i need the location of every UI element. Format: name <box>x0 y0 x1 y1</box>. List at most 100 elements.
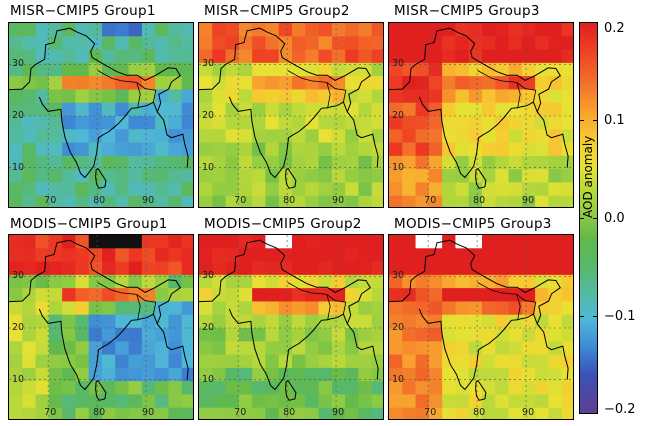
grid-cell <box>389 261 403 276</box>
panel-title: MODIS−CMIP5 Group3 <box>394 216 552 232</box>
longitude-tick-label: 80 <box>93 407 106 418</box>
grid-cell <box>415 182 430 197</box>
latitude-tick-label: 30 <box>202 58 215 70</box>
grid-cell <box>318 328 333 342</box>
grid-cell <box>345 76 359 90</box>
grid-cell <box>292 169 306 183</box>
grid-cell <box>455 102 470 117</box>
grid-cell <box>22 328 36 342</box>
latitude-tick-label: 10 <box>392 373 405 385</box>
grid-cell <box>428 23 443 37</box>
grid-cell <box>521 155 536 170</box>
grid-cell <box>141 23 156 37</box>
grid-cell <box>331 235 346 249</box>
grid-cell <box>455 129 470 143</box>
grid-cell <box>455 49 470 64</box>
grid-cell <box>495 314 509 329</box>
grid-cell <box>115 341 129 355</box>
grid-cell <box>292 235 306 249</box>
grid-cell <box>128 328 143 342</box>
grid-cell <box>358 195 373 207</box>
grid-cell <box>62 76 76 90</box>
grid-cell <box>292 354 306 369</box>
grid-cell <box>482 195 496 207</box>
grid-cell <box>168 367 183 382</box>
grid-cell <box>389 328 403 342</box>
grid-cell <box>212 341 226 355</box>
grid-cell <box>62 116 76 130</box>
grid-cell <box>22 407 36 419</box>
grid-cell <box>22 62 36 77</box>
grid-cell <box>548 155 563 170</box>
grid-cell <box>265 288 280 302</box>
grid-cell <box>199 394 213 409</box>
grid-cell <box>155 142 169 157</box>
grid-cell <box>115 274 129 289</box>
grid-cell <box>521 248 536 262</box>
grid-cell <box>508 76 523 90</box>
grid-cell <box>22 394 36 409</box>
grid-cell <box>508 142 523 157</box>
grid-cell <box>345 142 359 157</box>
grid-cell <box>482 407 496 419</box>
grid-cell <box>252 248 266 262</box>
grid-cell <box>371 407 383 419</box>
grid-cell <box>9 155 23 170</box>
grid-cell <box>428 142 443 157</box>
grid-cell <box>199 288 213 302</box>
country-border <box>136 294 141 320</box>
grid-cell <box>482 49 496 64</box>
grid-cell <box>468 155 483 170</box>
grid-cell <box>305 248 319 262</box>
grid-cell <box>278 62 293 77</box>
grid-cell <box>212 142 226 157</box>
country-border <box>326 294 331 320</box>
grid-cell <box>199 129 213 143</box>
grid-cell <box>561 142 573 157</box>
grid-cell <box>345 288 359 302</box>
grid-cell <box>358 301 373 316</box>
grid-cell <box>305 116 319 130</box>
grid-cell <box>561 407 573 419</box>
grid-cell <box>358 381 373 395</box>
grid-cell <box>455 274 470 289</box>
grid-cell <box>168 195 183 207</box>
grid-cell <box>225 354 240 369</box>
grid-cell <box>141 341 156 355</box>
grid-cell <box>238 76 253 90</box>
grid-cell <box>292 89 306 104</box>
grid-cell <box>535 142 549 157</box>
grid-cell <box>442 407 456 419</box>
grid-cell <box>168 116 183 130</box>
grid-cell <box>155 36 169 50</box>
grid-cell <box>402 195 416 207</box>
grid-cell <box>548 142 563 157</box>
grid-cell <box>508 89 523 104</box>
grid-cell <box>482 182 496 197</box>
grid-cell <box>292 182 306 197</box>
grid-cell <box>62 36 76 50</box>
grid-cell <box>455 367 470 382</box>
grid-cell <box>345 182 359 197</box>
grid-cell <box>252 102 266 117</box>
grid-cell <box>535 407 549 419</box>
grid-cell <box>102 394 116 409</box>
grid-cell <box>88 248 103 262</box>
grid-cell <box>199 195 213 207</box>
grid-cell <box>155 261 169 276</box>
grid-cell <box>305 155 319 170</box>
grid-cell <box>155 182 169 197</box>
grid-cell <box>292 76 306 90</box>
grid-cell <box>48 129 63 143</box>
grid-cell <box>548 116 563 130</box>
grid-cell <box>318 182 333 197</box>
grid-cell <box>428 341 443 355</box>
grid-cell <box>495 155 509 170</box>
grid-cell <box>212 381 226 395</box>
grid-cell <box>442 36 456 50</box>
grid-cell <box>22 381 36 395</box>
grid-cell <box>35 354 50 369</box>
grid-cell <box>389 155 403 170</box>
grid-cell <box>35 314 50 329</box>
grid-cell <box>225 328 240 342</box>
